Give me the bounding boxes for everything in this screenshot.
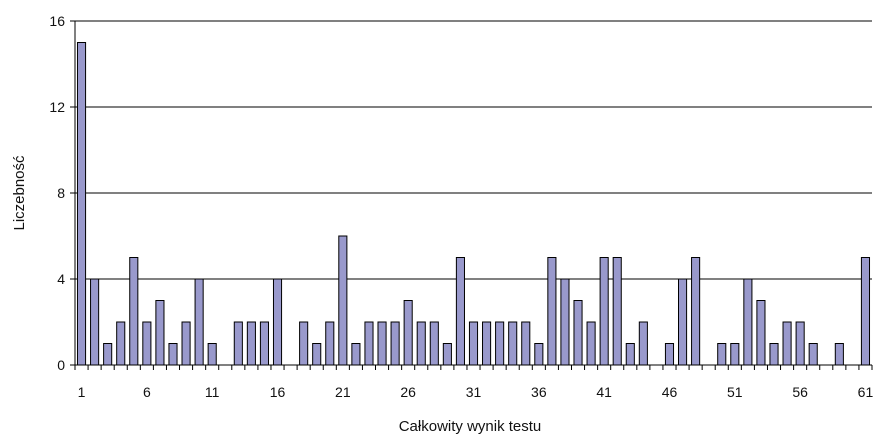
bar-38: [560, 278, 570, 366]
bar-46: [664, 343, 675, 366]
bar-2: [90, 278, 100, 366]
bar-32: [482, 321, 492, 366]
bar-43: [625, 343, 635, 366]
bar-8: [168, 343, 178, 366]
bar-59: [834, 343, 844, 366]
bar-34: [508, 321, 518, 366]
bar-55: [782, 321, 792, 366]
bar-36: [534, 343, 544, 366]
bar-47: [678, 278, 688, 366]
bar-1: [76, 42, 87, 366]
bar-11: [207, 343, 217, 366]
bar-54: [769, 343, 779, 366]
axes: [70, 20, 873, 370]
bar-51: [730, 343, 740, 366]
y-tick-label-4: 4: [57, 271, 65, 287]
bar-22: [351, 343, 361, 366]
bar-7: [155, 300, 165, 366]
x-tick-label-41: 41: [596, 384, 612, 400]
bar-29: [442, 343, 452, 366]
x-tick-label-31: 31: [466, 384, 482, 400]
x-tick-label-21: 21: [335, 384, 351, 400]
bar-19: [312, 343, 322, 366]
bar-6: [142, 321, 152, 366]
y-tick-labels: 0 4 8 12 16: [49, 13, 65, 373]
y-tick-label-16: 16: [49, 13, 65, 29]
bar-56: [795, 321, 805, 366]
bar-9: [181, 321, 191, 366]
bar-25: [390, 321, 400, 366]
bar-30: [455, 257, 465, 366]
bar-37: [547, 257, 557, 366]
bar-41: [599, 257, 609, 366]
bar-20: [325, 321, 335, 366]
y-axis-label: Liczebność: [11, 155, 28, 231]
bar-53: [756, 300, 766, 366]
bar-40: [586, 321, 596, 366]
bar-26: [403, 300, 413, 366]
bar-48: [691, 257, 701, 366]
x-tick-label-36: 36: [531, 384, 547, 400]
x-tick-labels: 1 6 11 16 21 26 31 36 41 46 51 56 61: [78, 384, 874, 400]
bar-42: [612, 257, 622, 366]
bar-33: [495, 321, 505, 366]
bar-57: [808, 343, 818, 366]
bar-52: [743, 278, 753, 366]
bar-39: [573, 300, 583, 366]
x-tick-label-61: 61: [858, 384, 874, 400]
bar-50: [717, 343, 727, 366]
bar-5: [129, 257, 139, 366]
x-axis-label: Całkowity wynik testu: [399, 418, 542, 435]
y-tick-label-0: 0: [57, 357, 65, 373]
bar-13: [233, 321, 243, 366]
bar-27: [416, 321, 426, 366]
x-tick-label-16: 16: [270, 384, 286, 400]
bar-14: [246, 321, 256, 366]
x-tick-label-6: 6: [143, 384, 151, 400]
bar-61: [860, 257, 871, 366]
bar-44: [638, 321, 648, 366]
bar-3: [103, 343, 113, 366]
y-tick-label-12: 12: [49, 99, 65, 115]
bars: [76, 42, 871, 366]
bar-31: [468, 321, 479, 366]
y-tick-label-8: 8: [57, 185, 65, 201]
bar-24: [377, 321, 387, 366]
gridlines: [75, 20, 872, 280]
bar-35: [521, 321, 531, 366]
bar-10: [194, 278, 204, 366]
x-tick-label-56: 56: [792, 384, 808, 400]
bar-21: [338, 235, 348, 366]
x-tick-label-26: 26: [400, 384, 416, 400]
x-tick-label-46: 46: [662, 384, 678, 400]
bar-18: [299, 321, 309, 366]
bar-15: [259, 321, 269, 366]
x-tick-label-1: 1: [78, 384, 86, 400]
x-tick-label-51: 51: [727, 384, 743, 400]
bar-28: [429, 321, 439, 366]
x-tick-label-11: 11: [205, 384, 220, 400]
bar-16: [272, 278, 283, 366]
bar-4: [116, 321, 126, 366]
bar-23: [364, 321, 374, 366]
